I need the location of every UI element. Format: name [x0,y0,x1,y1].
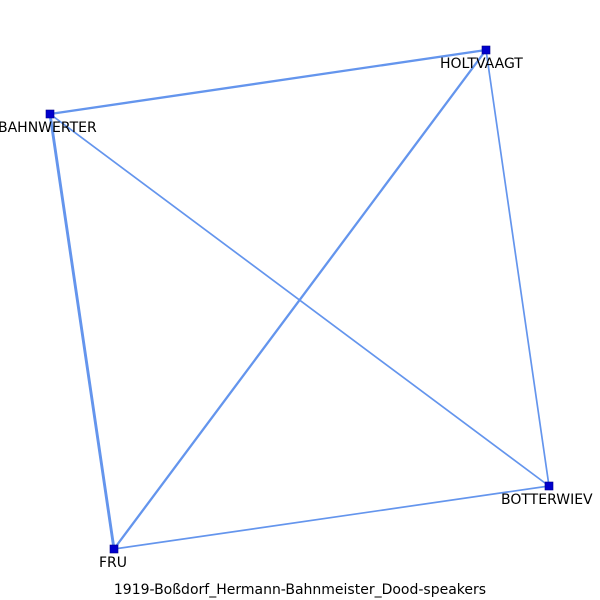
node-label-bahnwerter: BAHNWERTER [0,120,97,136]
edges-layer [50,50,549,549]
edge-bahnwerter-botterwiev [50,114,549,486]
node-label-botterwiev: BOTTERWIEV [501,492,593,508]
graph-caption: 1919-Boßdorf_Hermann-Bahnmeister_Dood-sp… [0,582,600,598]
edge-bahnwerter-holtvaagt [50,50,486,114]
edge-holtvaagt-botterwiev [486,50,549,486]
node-fru[interactable] [110,545,118,553]
node-label-fru: FRU [99,555,127,571]
edge-bahnwerter-fru [50,114,114,549]
node-bahnwerter[interactable] [46,110,54,118]
node-label-holtvaagt: HOLTVAAGT [440,56,523,72]
edge-fru-botterwiev [114,486,549,549]
node-botterwiev[interactable] [545,482,553,490]
labels-layer: HOLTVAAGT BAHNWERTER BOTTERWIEV FRU [0,56,593,571]
node-holtvaagt[interactable] [482,46,490,54]
